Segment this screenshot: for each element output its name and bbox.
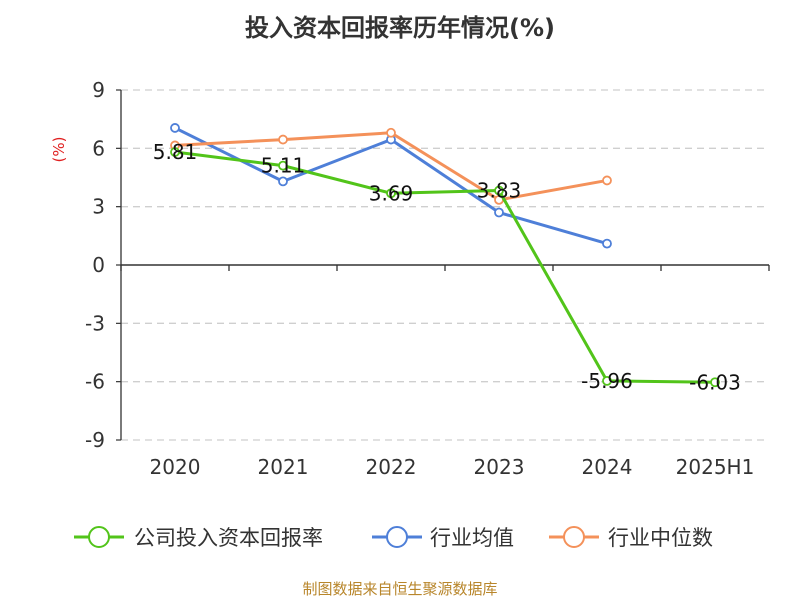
chart-title: 投入资本回报率历年情况(%) <box>245 14 555 42</box>
data-label: 5.11 <box>261 154 306 178</box>
legend-marker-2 <box>563 526 585 548</box>
series-point-2 <box>278 134 288 145</box>
series-point-1 <box>278 176 288 187</box>
x-tick-label: 2021 <box>258 455 309 479</box>
series-point-1 <box>494 207 504 218</box>
series-point-1 <box>602 238 612 249</box>
series-point-0 <box>170 147 180 157</box>
x-tick-label: 2025H1 <box>676 455 755 479</box>
legend-label: 公司投入资本回报率 <box>134 526 323 550</box>
y-axis-unit-label: (%) <box>50 137 68 163</box>
series-point-0 <box>278 160 288 171</box>
y-tick-label: 6 <box>92 136 105 160</box>
y-tick-label: 3 <box>92 195 105 219</box>
data-label: 3.69 <box>369 181 414 205</box>
legend-label: 行业均值 <box>430 526 514 550</box>
legend-marker-1 <box>386 526 408 548</box>
y-tick-label: 0 <box>92 253 105 277</box>
y-tick-label: 9 <box>92 78 105 102</box>
source-footer: 制图数据来自恒生聚源数据库 <box>302 580 498 598</box>
data-label: 3.83 <box>477 179 522 203</box>
series-lines <box>170 123 720 388</box>
series-point-1 <box>170 123 180 133</box>
legend: 公司投入资本回报率 行业均值 行业中位数 <box>74 526 713 550</box>
series-point-2 <box>602 175 612 186</box>
grid-lines <box>121 89 769 441</box>
data-label: 5.81 <box>153 140 198 164</box>
data-label: -6.03 <box>689 370 741 394</box>
series-point-2 <box>386 127 396 138</box>
x-tick-label: 2022 <box>366 455 417 479</box>
axes: 9 6 3 0 -3 -6 -9 (%) 2020 2021 2022 2023 2024 2025H1 <box>50 78 770 479</box>
data-label: -5.96 <box>581 369 633 393</box>
x-tick-label: 2023 <box>474 455 525 479</box>
x-tick-label: 2024 <box>582 455 633 479</box>
legend-marker-0 <box>88 526 110 548</box>
y-tick-label: -3 <box>85 311 105 335</box>
x-tick-label: 2020 <box>150 455 201 479</box>
series-point-0 <box>494 185 504 196</box>
legend-label: 行业中位数 <box>608 526 713 550</box>
series-point-0 <box>386 188 396 199</box>
data-labels: 5.81 5.11 3.69 3.83 -5.96 -6.03 <box>153 140 741 394</box>
y-tick-label: -6 <box>85 370 105 394</box>
y-tick-label: -9 <box>85 428 105 452</box>
series-point-0 <box>602 375 612 386</box>
series-point-0 <box>710 377 720 388</box>
series-line-0 <box>174 150 716 384</box>
